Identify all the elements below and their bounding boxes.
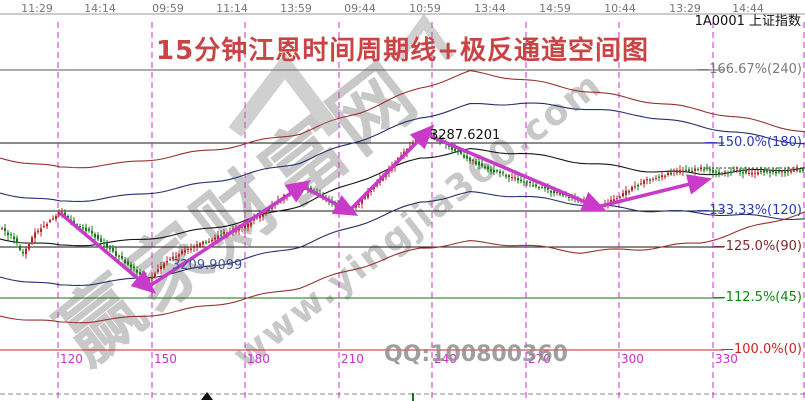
percent-level-label: —133.33%(120): [696, 203, 802, 218]
cycle-number-label: 120: [60, 352, 83, 366]
cycle-number-label: 240: [434, 352, 457, 366]
symbol-label: 1A0001 上证指数: [694, 14, 801, 29]
time-tick-label: 14:44: [732, 2, 764, 15]
channel-curve: [0, 148, 805, 247]
time-tick-label: 09:59: [152, 2, 184, 15]
channel-curve: [0, 102, 805, 202]
time-tick-label: 11:14: [216, 2, 248, 15]
time-tick-label: 09:44: [344, 2, 376, 15]
time-tick-label: 10:44: [604, 2, 636, 15]
time-tick-label: 13:59: [280, 2, 312, 15]
channel-curve: [0, 211, 805, 324]
time-tick-label: 14:59: [539, 2, 571, 15]
percent-level-label: —125.0%(90): [712, 239, 802, 254]
chart-title: 15分钟江恩时间周期线+极反通道空间图: [156, 36, 649, 66]
channel-curve: [0, 191, 805, 286]
channel-curve: [0, 70, 805, 169]
high-price-annotation: 3287.6201: [430, 128, 501, 143]
percent-level-label: —100.0%(0): [721, 342, 802, 357]
cycle-number-label: 210: [341, 352, 364, 366]
qq-contact-watermark: QQ:100800360: [384, 342, 568, 367]
cycle-number-label: 180: [247, 352, 270, 366]
time-tick-label: 13:29: [669, 2, 701, 15]
cycle-number-label: 150: [154, 352, 177, 366]
cycle-number-label: 330: [715, 352, 738, 366]
time-tick-label: 13:44: [474, 2, 506, 15]
percent-level-label: —112.5%(45): [712, 290, 802, 305]
percent-level-label: —150.0%(180): [704, 135, 802, 150]
time-tick-label: 10:59: [409, 2, 441, 15]
cycle-number-label: 300: [621, 352, 644, 366]
cycle-number-label: 270: [528, 352, 551, 366]
percent-level-label: —166.67%(240): [696, 62, 802, 77]
time-tick-label: 11:29: [21, 2, 53, 15]
low-price-annotation: 3209.9099: [172, 258, 243, 273]
signal-triangle-marker: [201, 392, 213, 400]
time-tick-label: 14:14: [84, 2, 116, 15]
